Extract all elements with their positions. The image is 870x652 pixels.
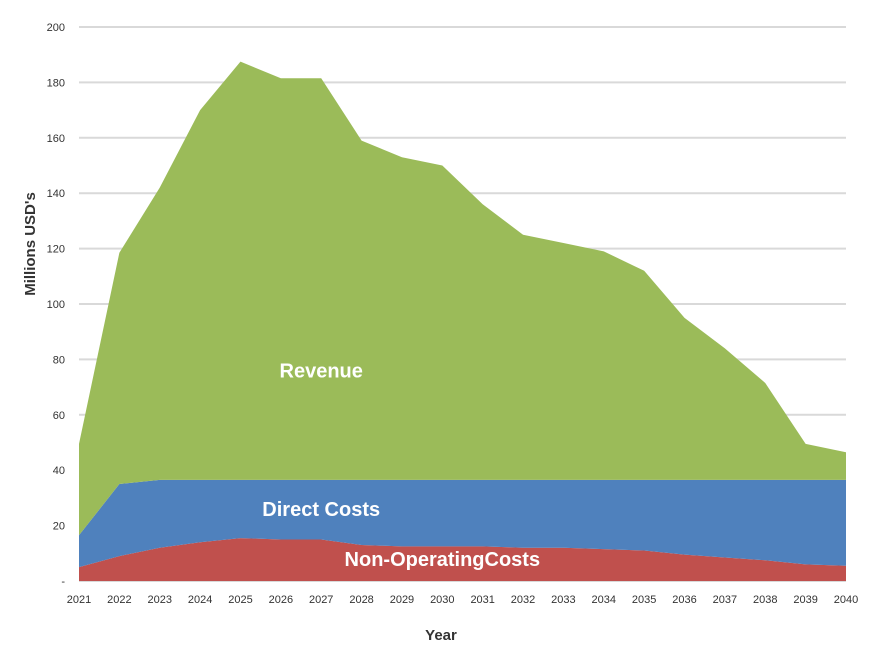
- x-tick-label: 2034: [592, 594, 616, 606]
- x-tick-label: 2040: [834, 594, 858, 606]
- x-tick-label: 2022: [107, 594, 131, 606]
- y-tick-label: 80: [53, 354, 65, 366]
- x-tick-labels: 2021 2022 2023 2024 2025 2026 2027 2028 2029 2030…: [67, 594, 858, 606]
- y-tick-label: 200: [47, 22, 65, 34]
- y-tick-label: 40: [53, 465, 65, 477]
- y-axis-title: Millions USD's: [22, 192, 39, 296]
- x-tick-label: 2039: [793, 594, 817, 606]
- x-tick-label: 2031: [470, 594, 494, 606]
- y-tick-label: -: [61, 576, 65, 588]
- y-tick-label: 60: [53, 410, 65, 422]
- y-tick-label: 100: [47, 299, 65, 311]
- area-direct-costs: [79, 479, 846, 568]
- annotation-non-operatingcosts: Non-OperatingCosts: [345, 549, 541, 571]
- x-tick-label: 2027: [309, 594, 333, 606]
- y-tick-label: 140: [47, 188, 65, 200]
- y-tick-label: 180: [47, 77, 65, 89]
- y-tick-label: 160: [47, 133, 65, 145]
- x-tick-label: 2021: [67, 594, 91, 606]
- x-tick-label: 2029: [390, 594, 414, 606]
- x-tick-label: 2030: [430, 594, 454, 606]
- x-tick-label: 2032: [511, 594, 535, 606]
- y-tick-labels: - 20 40 60 80 100 120 140 160 180 200: [47, 22, 66, 588]
- x-tick-label: 2038: [753, 594, 777, 606]
- x-tick-label: 2035: [632, 594, 656, 606]
- x-tick-label: 2024: [188, 594, 212, 606]
- x-tick-label: 2026: [269, 594, 293, 606]
- area-non-operatingcosts: [79, 538, 846, 581]
- x-tick-label: 2023: [147, 594, 171, 606]
- area-annotations: Revenue Direct Costs Non-OperatingCosts: [262, 360, 540, 570]
- x-tick-label: 2025: [228, 594, 252, 606]
- y-tick-label: 120: [47, 244, 65, 256]
- area-series-group: [79, 61, 846, 581]
- x-tick-label: 2037: [713, 594, 737, 606]
- y-tick-label: 20: [53, 521, 65, 533]
- x-axis-title: Year: [425, 627, 457, 644]
- x-tick-label: 2033: [551, 594, 575, 606]
- area-revenue: [79, 61, 846, 536]
- x-tick-label: 2036: [672, 594, 696, 606]
- annotation-revenue: Revenue: [280, 360, 363, 382]
- x-tick-label: 2028: [349, 594, 373, 606]
- annotation-direct-costs: Direct Costs: [262, 499, 380, 521]
